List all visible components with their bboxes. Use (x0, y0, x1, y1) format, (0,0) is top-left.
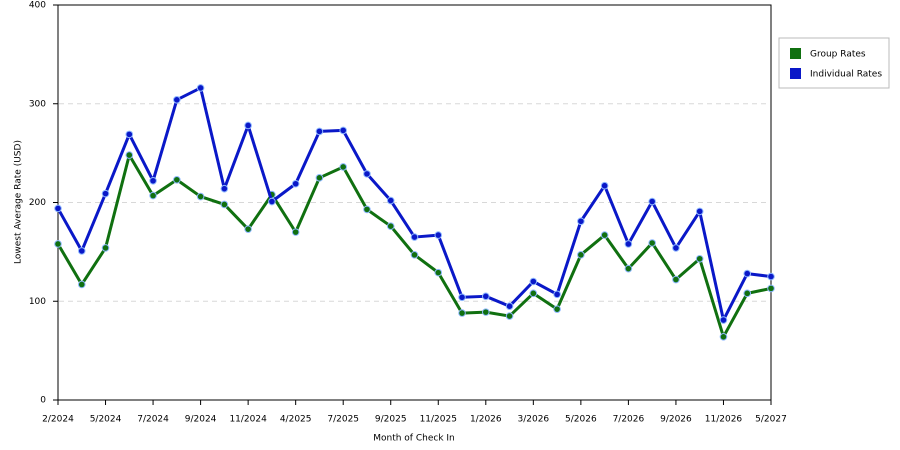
data-point (220, 184, 229, 193)
data-point (767, 272, 775, 281)
x-tick-label: 7/2024 (137, 415, 169, 425)
x-tick-label: 5/2024 (90, 415, 122, 425)
data-point (577, 217, 585, 226)
data-point (291, 179, 300, 188)
data-point (482, 308, 490, 316)
x-tick-label: 11/2024 (229, 415, 267, 425)
data-point (125, 151, 134, 159)
data-point (125, 130, 134, 139)
y-axis-label: Lowest Average Rate (USD) (14, 140, 24, 264)
x-tick-label: 5/2026 (565, 415, 597, 425)
data-point (101, 189, 110, 198)
legend-swatch (790, 48, 801, 59)
data-point (339, 163, 348, 171)
legend-label: Group Rates (810, 50, 866, 60)
data-point (695, 207, 704, 216)
data-point (101, 244, 110, 252)
data-point (410, 251, 419, 259)
data-point (434, 268, 443, 277)
y-tick-label: 400 (29, 1, 46, 11)
data-point (196, 192, 205, 201)
data-point (410, 233, 419, 241)
data-point (505, 302, 514, 310)
data-point (672, 275, 680, 284)
x-tick-label: 7/2025 (327, 415, 359, 425)
legend-box (778, 37, 890, 89)
y-tick-label: 0 (40, 396, 46, 406)
x-tick-label: 3/2026 (517, 415, 549, 425)
data-point (149, 176, 157, 185)
data-point (648, 197, 656, 206)
data-point (77, 280, 86, 289)
data-point (529, 289, 538, 298)
x-tick-label: 11/2025 (420, 415, 457, 425)
data-point (553, 305, 561, 313)
data-point (173, 96, 181, 104)
x-tick-label: 9/2026 (660, 415, 692, 425)
data-point (458, 293, 466, 302)
data-point (173, 175, 181, 184)
data-point (553, 290, 561, 299)
data-point (386, 222, 395, 230)
data-point (54, 240, 62, 248)
y-tick-label: 200 (29, 198, 46, 208)
data-point (54, 204, 62, 213)
data-point (315, 174, 324, 182)
data-point (458, 309, 466, 317)
data-point (767, 284, 775, 293)
x-tick-label: 11/2026 (705, 415, 743, 425)
data-point (268, 197, 276, 206)
data-point (719, 316, 728, 324)
x-tick-label: 2/2024 (42, 415, 74, 425)
data-point (291, 228, 300, 236)
data-point (244, 121, 252, 130)
data-point (196, 84, 205, 92)
data-point (600, 231, 609, 239)
x-tick-label: 1/2026 (470, 415, 502, 425)
legend-label: Individual Rates (810, 70, 882, 80)
data-point (648, 239, 656, 247)
data-point (482, 292, 490, 301)
data-point (315, 127, 324, 136)
data-point (600, 181, 609, 190)
data-point (624, 264, 633, 273)
data-point (434, 231, 443, 239)
data-point (386, 196, 395, 205)
data-point (743, 269, 752, 278)
x-tick-label: 7/2026 (613, 415, 645, 425)
data-point (220, 200, 229, 209)
data-point (577, 251, 585, 259)
data-point (244, 225, 252, 233)
x-tick-label: 9/2025 (375, 415, 407, 425)
data-point (363, 205, 371, 214)
data-point (743, 289, 752, 298)
y-tick-label: 100 (29, 297, 46, 307)
x-tick-label: 5/2027 (755, 415, 787, 425)
data-point (529, 277, 538, 286)
legend-swatch (790, 68, 801, 79)
data-point (695, 254, 704, 263)
data-point (624, 240, 633, 248)
data-point (505, 312, 514, 320)
data-point (672, 244, 680, 252)
data-point (339, 126, 348, 135)
x-tick-label: 4/2025 (280, 415, 312, 425)
data-point (77, 247, 86, 255)
data-point (363, 170, 371, 178)
data-point (149, 191, 157, 200)
x-tick-label: 9/2024 (185, 415, 217, 425)
x-axis-label: Month of Check In (373, 434, 455, 444)
y-tick-label: 300 (29, 99, 46, 109)
data-point (719, 333, 728, 341)
